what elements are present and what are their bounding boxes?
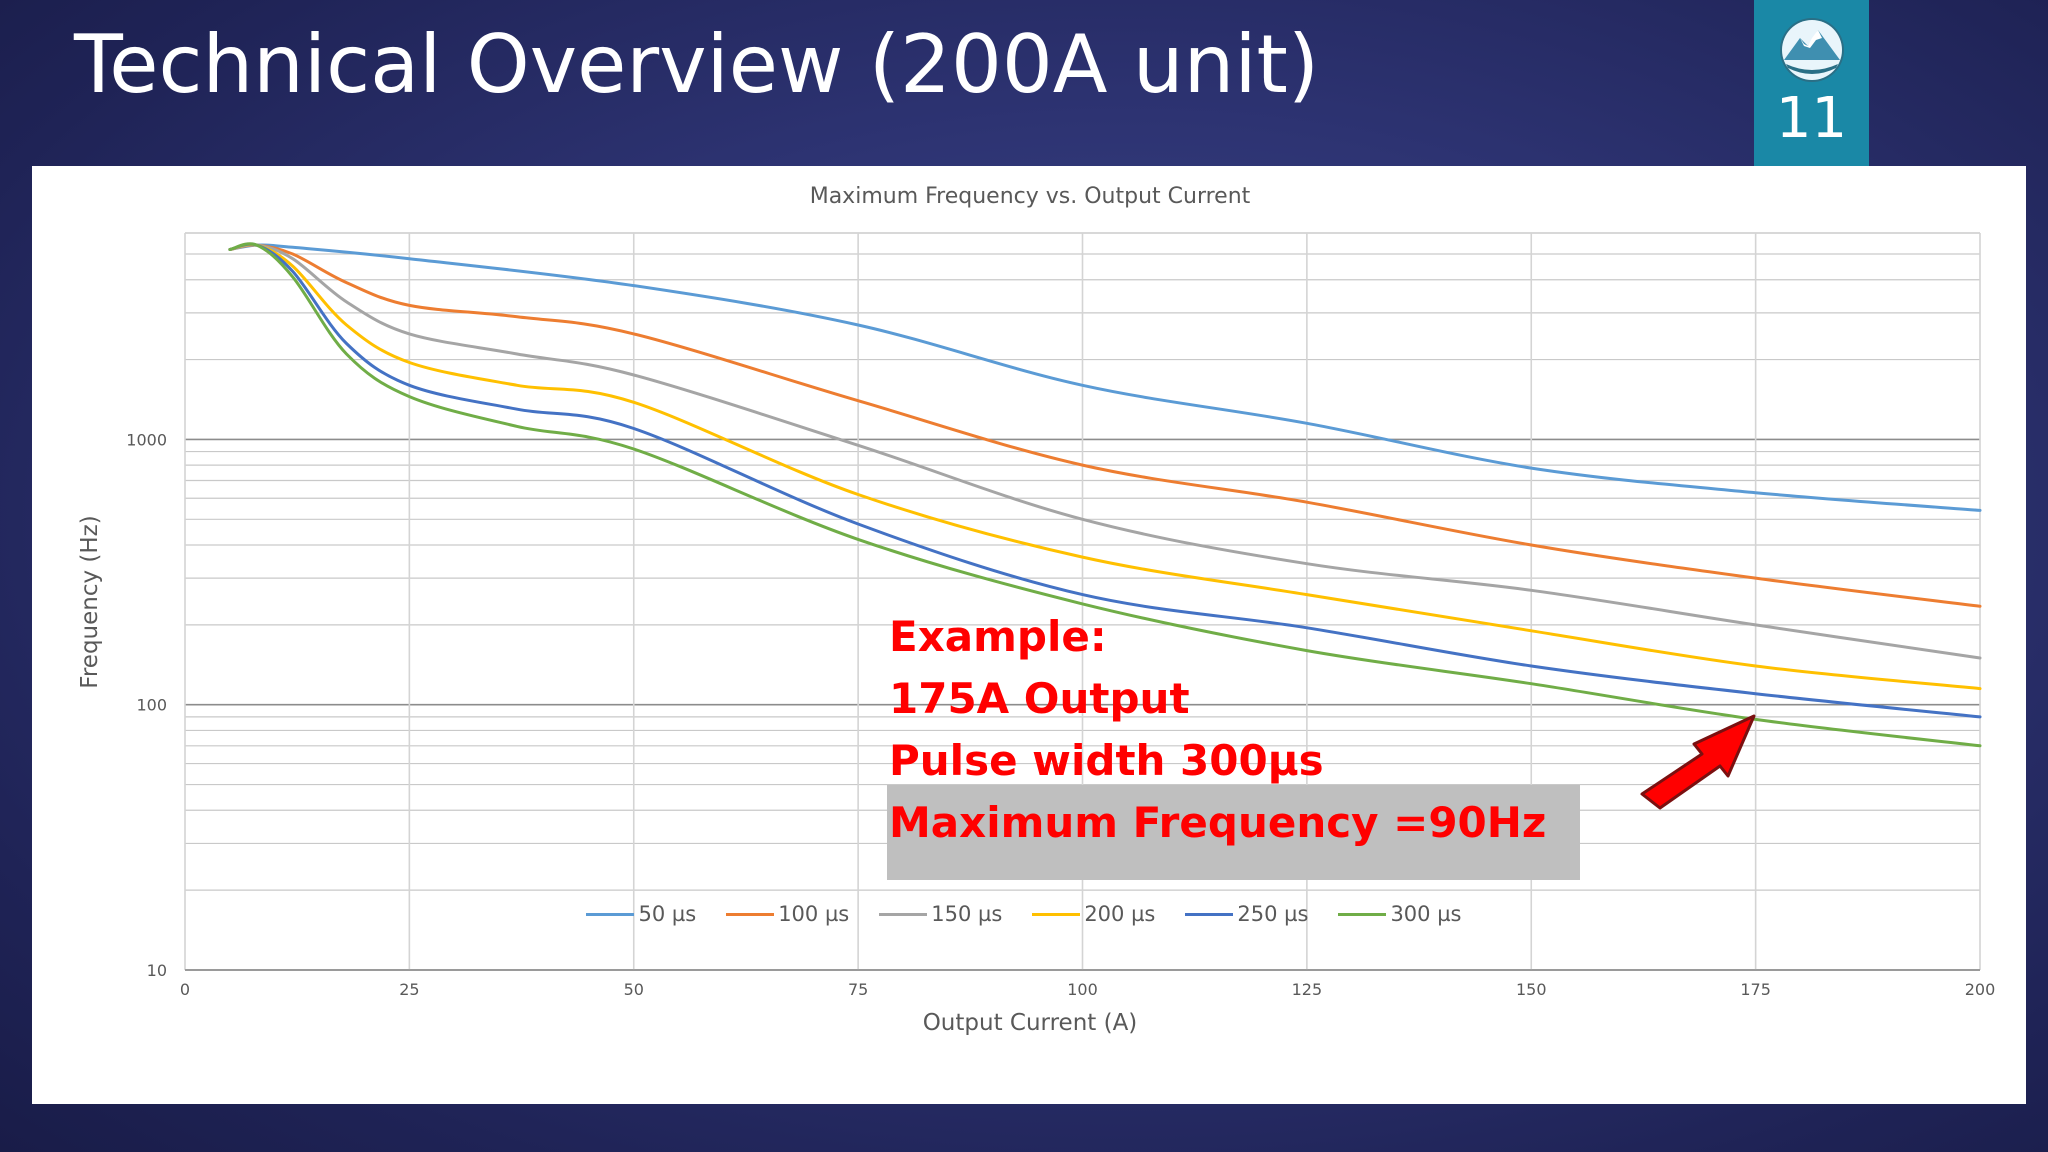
series-line-2: [228, 243, 1982, 608]
x-tick-label: 75: [848, 980, 868, 999]
legend-swatch: [1185, 912, 1234, 916]
legend-item: 250 µs: [1185, 902, 1308, 926]
legend-swatch: [1338, 912, 1387, 916]
chart-title: Maximum Frequency vs. Output Current: [810, 184, 1251, 209]
legend-label: 200 µs: [1084, 902, 1156, 926]
annotation-line-2: 175A Output: [889, 674, 1190, 723]
x-tick-label: 25: [399, 980, 419, 999]
series-line-1: [228, 243, 1982, 512]
series-line-6: [228, 242, 1982, 748]
mountain-logo-icon: [1780, 18, 1844, 82]
page-number: 11: [1775, 86, 1848, 151]
x-tick-label: 100: [1067, 980, 1098, 999]
slide-title: Technical Overview (200A unit): [74, 18, 1320, 111]
x-tick-label: 175: [1740, 980, 1771, 999]
x-tick-label: 150: [1516, 980, 1547, 999]
series-line-3: [228, 243, 1982, 660]
x-tick-label: 200: [1965, 980, 1996, 999]
legend-label: 250 µs: [1237, 902, 1309, 926]
y-tick-label: 10: [147, 961, 167, 980]
legend-item: 300 µs: [1338, 902, 1462, 926]
legend-swatch: [726, 912, 775, 916]
chart-legend: 50 µs 100 µs 150 µs 200 µs 250 µs 300 µs: [0, 896, 2048, 932]
series-line-4: [228, 242, 1982, 691]
x-tick-label: 50: [624, 980, 644, 999]
annotation-highlight: [887, 785, 1580, 880]
series-line-5: [228, 242, 1982, 719]
legend-swatch: [879, 912, 928, 916]
x-axis-label: Output Current (A): [923, 1010, 1138, 1036]
y-axis-label: Frequency (Hz): [77, 515, 103, 688]
legend-swatch: [586, 912, 635, 916]
legend-item: 50 µs: [586, 902, 696, 926]
y-tick-label: 1000: [126, 430, 167, 449]
legend-label: 50 µs: [638, 902, 697, 926]
legend-item: 150 µs: [879, 902, 1002, 926]
chart-panel: [32, 166, 2026, 1104]
legend-item: 100 µs: [726, 902, 849, 926]
y-tick-label: 100: [136, 696, 167, 715]
annotation-line-1: Example:: [889, 612, 1107, 661]
pointer-arrow-icon: [1640, 714, 1756, 810]
annotation-text: Example: 175A Output Pulse width 300µs M…: [889, 606, 1546, 854]
page-badge: 11: [1754, 0, 1869, 166]
x-tick-label: 0: [180, 980, 190, 999]
legend-item: 200 µs: [1032, 902, 1155, 926]
x-tick-label: 125: [1292, 980, 1323, 999]
annotation-line-4: Maximum Frequency =90Hz: [889, 798, 1547, 847]
legend-swatch: [1032, 912, 1081, 916]
annotation-line-3: Pulse width 300µs: [889, 736, 1324, 785]
legend-label: 100 µs: [778, 902, 850, 926]
legend-label: 150 µs: [931, 902, 1003, 926]
legend-label: 300 µs: [1390, 902, 1462, 926]
